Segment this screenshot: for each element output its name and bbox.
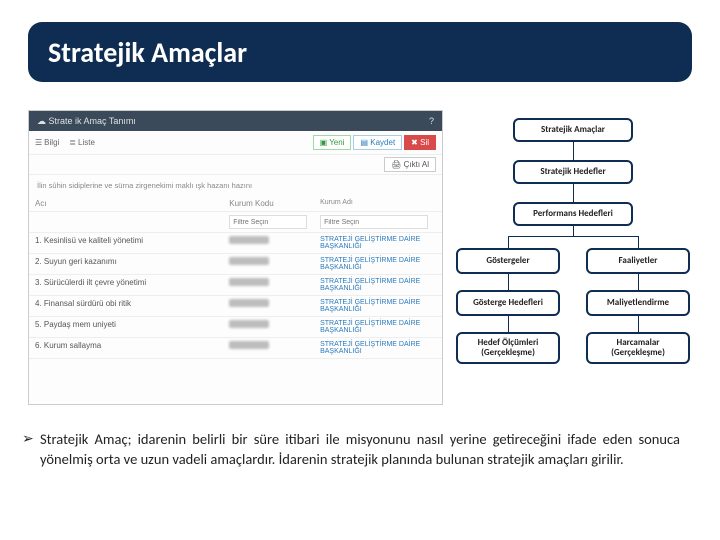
flow-faaliyetler: Faaliyetler	[586, 248, 690, 274]
app-header-title: ☁ Strate ik Amaç Tanımı	[37, 111, 136, 131]
connector	[573, 184, 574, 202]
flow-hedef-olcumleri: Hedef Ölçümleri (Gerçekleşme)	[456, 332, 560, 364]
delete-button[interactable]: ✖ Sil	[404, 135, 436, 150]
help-icon: ?	[429, 111, 434, 131]
tab-group: ☰ Bilgi ≣ Liste	[35, 138, 95, 147]
col-kurum-kodu: Kurum Kodu	[227, 196, 318, 211]
title-banner: Stratejik Amaçlar	[28, 22, 692, 82]
connector	[508, 236, 509, 248]
flow-stratejik-amaclar: Stratejik Amaçlar	[513, 118, 633, 142]
redacted	[229, 278, 269, 286]
action-buttons: ▣ Yeni ▤ Kaydet ✖ Sil	[313, 135, 436, 150]
connector	[573, 142, 574, 160]
connector	[508, 316, 509, 332]
explanation-text: Stratejik Amaç; idarenin belirli bir sür…	[40, 430, 680, 468]
table-row[interactable]: 5. Paydaş mem uniyeti STRATEJİ GELİŞTİRM…	[29, 317, 442, 338]
flow-harcamalar: Harcamalar (Gerçekleşme)	[586, 332, 690, 364]
app-toolbar: ☰ Bilgi ≣ Liste ▣ Yeni ▤ Kaydet ✖ Sil	[29, 131, 442, 155]
connector	[638, 274, 639, 290]
explanation-paragraph: ➢ Stratejik Amaç; idarenin belirli bir s…	[40, 430, 680, 469]
col-kurum-adi: Kurum Adı	[318, 196, 442, 211]
redacted	[229, 341, 269, 349]
app-header: ☁ Strate ik Amaç Tanımı ?	[29, 111, 442, 131]
connector	[638, 316, 639, 332]
flow-gosterge-hedefleri: Gösterge Hedefleri	[456, 290, 560, 316]
col-aci: Acı	[29, 196, 227, 211]
filter-kurum-kodu[interactable]	[229, 215, 307, 229]
table-row[interactable]: 1. Kesinlisü ve kaliteli yönetimi STRATE…	[29, 233, 442, 254]
redacted	[229, 257, 269, 265]
sub-toolbar: 🖨 Çıktı Al	[29, 155, 442, 175]
content-row: ☁ Strate ik Amaç Tanımı ? ☰ Bilgi ≣ List…	[28, 110, 692, 410]
filter-kurum-adi[interactable]	[320, 215, 428, 229]
flow-diagram: Stratejik Amaçlar Stratejik Hedefler Per…	[453, 110, 692, 405]
table-row[interactable]: 2. Suyun geri kazanımı STRATEJİ GELİŞTİR…	[29, 254, 442, 275]
redacted	[229, 299, 269, 307]
data-grid: Acı Kurum Kodu Kurum Adı 1. Kesinlisü ve…	[29, 196, 442, 359]
table-row[interactable]: 3. Sürücülerdi ilt çevre yönetimi STRATE…	[29, 275, 442, 296]
description-line: İlin sûhin sidiplerine ve sürna zirgenek…	[29, 175, 442, 196]
flow-stratejik-hedefler: Stratejik Hedefler	[513, 160, 633, 184]
connector	[508, 236, 638, 237]
flow-maliyetlendirme: Maliyetlendirme	[586, 290, 690, 316]
page-title: Stratejik Amaçlar	[48, 35, 247, 70]
tab-bilgi[interactable]: ☰ Bilgi	[35, 138, 59, 147]
export-button[interactable]: 🖨 Çıktı Al	[384, 157, 436, 172]
bullet-arrow-icon: ➢	[22, 430, 34, 449]
connector	[573, 226, 574, 236]
new-button[interactable]: ▣ Yeni	[313, 135, 352, 150]
flow-gostergeler: Göstergeler	[456, 248, 560, 274]
flow-performans-hedefleri: Performans Hedefleri	[513, 202, 633, 226]
connector	[508, 274, 509, 290]
tab-liste[interactable]: ≣ Liste	[69, 138, 95, 147]
cloud-icon: ☁	[37, 116, 49, 126]
table-row[interactable]: 6. Kurum sallayma STRATEJİ GELİŞTİRME DA…	[29, 338, 442, 359]
grid-header: Acı Kurum Kodu Kurum Adı	[29, 196, 442, 212]
app-screenshot: ☁ Strate ik Amaç Tanımı ? ☰ Bilgi ≣ List…	[28, 110, 443, 405]
grid-filter-row	[29, 212, 442, 233]
save-button[interactable]: ▤ Kaydet	[353, 135, 402, 150]
connector	[638, 236, 639, 248]
table-row[interactable]: 4. Finansal sürdürü obi ritik STRATEJİ G…	[29, 296, 442, 317]
redacted	[229, 320, 269, 328]
redacted	[229, 236, 269, 244]
